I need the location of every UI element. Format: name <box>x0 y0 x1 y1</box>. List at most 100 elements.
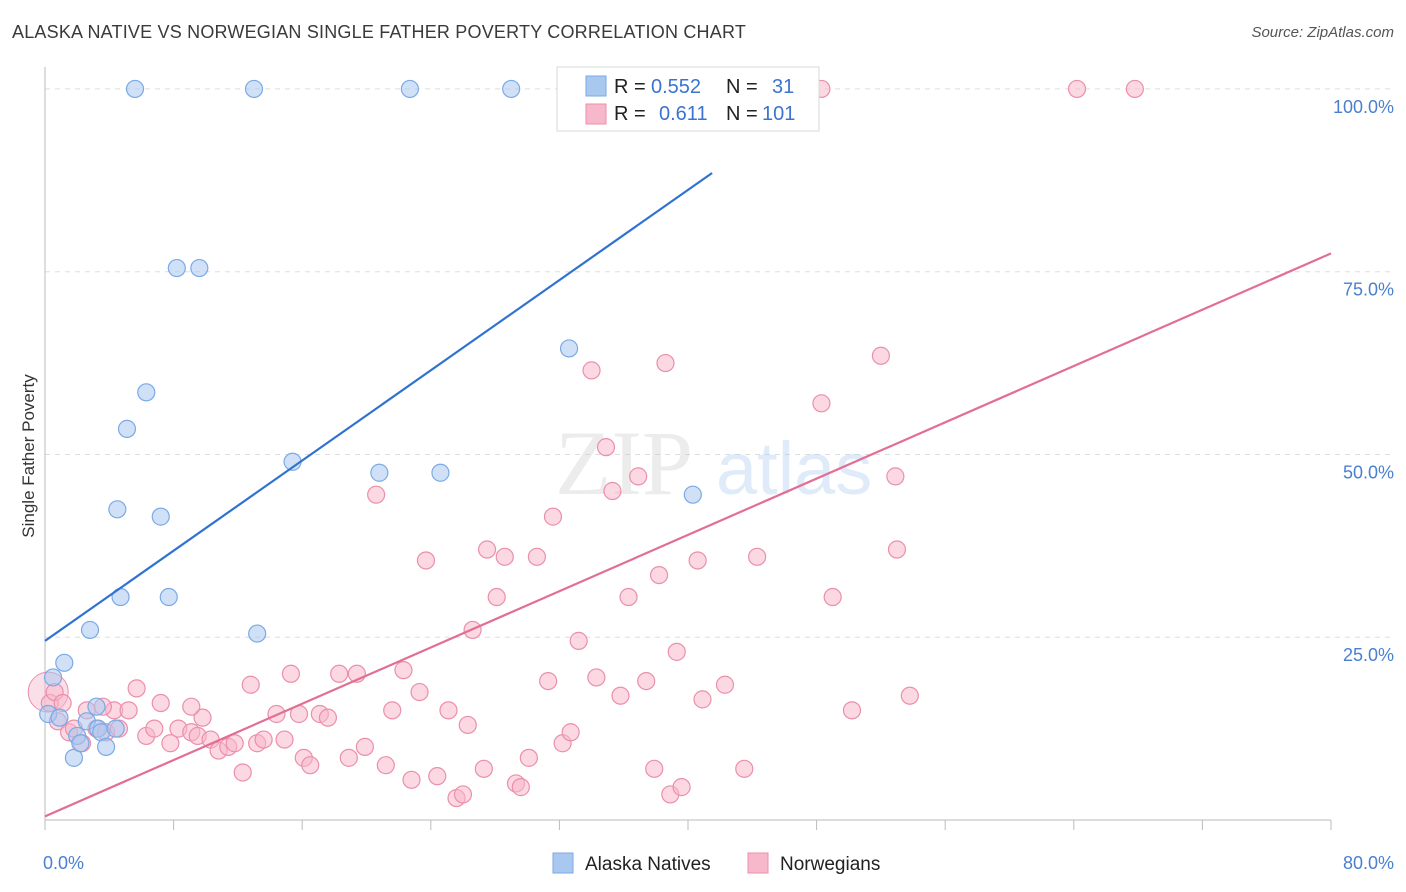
norwegians-point-81 <box>735 759 754 778</box>
norwegians-point-66 <box>596 438 616 457</box>
norwegians-point-25 <box>254 730 273 749</box>
source-label: Source: ZipAtlas.com <box>1251 24 1394 41</box>
norwegians-point-69 <box>619 587 638 607</box>
norwegians-point-28 <box>281 664 301 683</box>
legend-n-label-1: N = <box>726 76 758 98</box>
norwegians-point-82 <box>748 547 767 566</box>
legend-r-label-2: R = <box>614 103 646 125</box>
norwegians-point-78 <box>688 551 707 570</box>
alaska-point-31 <box>502 79 521 99</box>
norwegians-point-64 <box>582 361 601 380</box>
alaska-point-12 <box>106 719 125 738</box>
trendlines <box>44 172 1332 818</box>
norwegians-point-34 <box>330 664 349 683</box>
alaska-point-30 <box>400 79 420 99</box>
bottom-legend-swatch-blue <box>552 852 574 874</box>
norwegians-point-53 <box>487 587 506 607</box>
y-tick-label-2: 75.0% <box>1343 280 1394 300</box>
norwegians-point-56 <box>511 778 530 797</box>
legend-n-label-2: N = <box>726 103 758 125</box>
norwegians-point-71 <box>637 671 656 691</box>
norwegians-point-51 <box>474 759 493 778</box>
norwegians-point-88 <box>887 540 907 559</box>
norwegians-point-65 <box>587 668 606 687</box>
norwegians-point-48 <box>453 785 473 804</box>
alaska-point-22 <box>248 624 267 643</box>
norwegians-point-94 <box>127 679 146 698</box>
norwegians-point-27 <box>275 730 294 749</box>
norwegians-point-84 <box>823 587 842 607</box>
norwegians-point-80 <box>715 675 735 694</box>
norwegians-point-43 <box>410 682 429 702</box>
chart-title: ALASKA NATIVE VS NORWEGIAN SINGLE FATHER… <box>12 22 747 42</box>
alaska-point-13 <box>80 620 100 640</box>
norwegians-point-33 <box>318 708 338 727</box>
norwegians-point-74 <box>656 353 675 373</box>
bottom-legend-swatch-pink <box>747 852 769 874</box>
norwegians-point-57 <box>519 748 538 767</box>
alaska-point-11 <box>96 737 116 756</box>
legend-r-value-2: 0.611 <box>659 103 708 125</box>
alaska-point-21 <box>190 258 209 278</box>
alaska-point-15 <box>108 500 127 519</box>
norwegians-point-67 <box>603 481 622 501</box>
alaska-point-24 <box>370 463 389 482</box>
alaska-point-8 <box>87 697 106 716</box>
norwegians-point-22 <box>233 763 252 782</box>
norwegians-point-41 <box>394 661 413 680</box>
y-axis-label: Single Father Poverty <box>19 374 38 538</box>
norwegians-point-73 <box>649 565 669 585</box>
alaska-point-3 <box>55 653 74 672</box>
norwegians-point-100 <box>1125 79 1144 99</box>
norwegians-trendline <box>44 252 1332 818</box>
alaska-point-2 <box>50 708 69 727</box>
y-tick-label-1: 50.0% <box>1343 462 1394 482</box>
legend-r-value-1: 0.552 <box>651 76 701 98</box>
x-tick-max: 80.0% <box>1343 853 1394 873</box>
norwegians-point-38 <box>367 485 386 504</box>
watermark-zip: ZIP <box>555 412 693 514</box>
legend-n-value-2: 101 <box>762 103 795 125</box>
bottom-legend-alaska: Alaska Natives <box>585 854 711 875</box>
norwegians-point-77 <box>672 778 691 797</box>
norwegians-point-76 <box>667 642 686 661</box>
norwegians-point-83 <box>812 394 831 413</box>
norwegians-point-35 <box>339 748 358 767</box>
axes <box>44 67 1332 830</box>
norwegians-point-54 <box>495 547 514 566</box>
alaska-point-19 <box>159 587 178 607</box>
norwegians-point-68 <box>611 686 630 705</box>
alaska-point-25 <box>431 463 450 482</box>
alaska-point-18 <box>151 507 170 526</box>
watermark: ZIP atlas <box>555 412 872 514</box>
legend-box: R = 0.552 N = 31 R = 0.611 N = 101 <box>556 66 820 132</box>
alaska-natives-points <box>39 79 702 767</box>
norwegians-point-31 <box>301 756 320 775</box>
legend-n-value-1: 31 <box>772 76 794 98</box>
norwegians-point-85 <box>842 701 862 720</box>
legend-r-label-1: R = <box>614 76 646 98</box>
norwegians-point-23 <box>241 675 260 694</box>
norwegians-point-12 <box>151 693 170 713</box>
alaska-point-27 <box>683 485 702 504</box>
alaska-point-28 <box>125 79 145 99</box>
alaska-trendline <box>44 172 713 642</box>
norwegians-point-99 <box>1067 79 1087 99</box>
alaska-point-26 <box>559 339 579 358</box>
norwegians-point-72 <box>645 759 664 778</box>
norwegians-point-58 <box>527 547 546 566</box>
norwegians-point-40 <box>383 701 402 720</box>
alaska-point-29 <box>244 79 264 99</box>
norwegians-point-89 <box>900 686 919 705</box>
norwegians-point-62 <box>561 723 580 742</box>
alaska-point-20 <box>167 258 186 278</box>
y-tick-label-3: 100.0% <box>1333 97 1394 117</box>
watermark-atlas: atlas <box>716 427 872 510</box>
norwegians-point-37 <box>355 737 374 756</box>
gridlines <box>45 88 1394 638</box>
norwegians-point-13 <box>161 734 180 753</box>
norwegians-point-70 <box>629 467 648 486</box>
alaska-point-16 <box>117 419 137 438</box>
norwegians-point-49 <box>458 715 477 735</box>
norwegians-point-39 <box>376 756 395 775</box>
